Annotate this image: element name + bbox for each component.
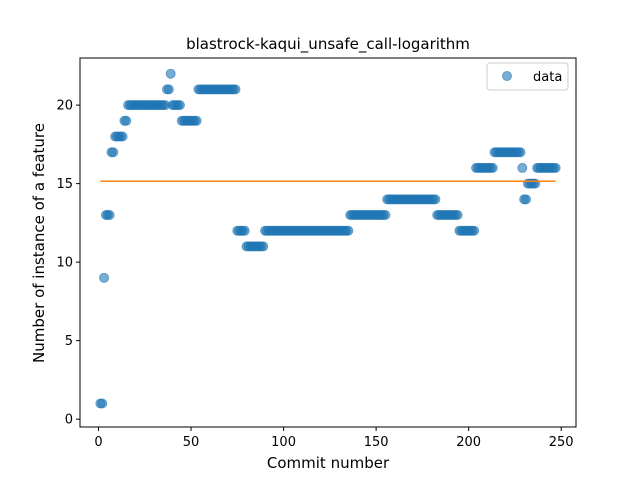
data-point-38 xyxy=(165,68,176,79)
data-point-228 xyxy=(517,162,528,173)
data-point-193 xyxy=(452,210,463,221)
x-tick-label-5: 250 xyxy=(549,435,574,450)
y-tick-label-3: 15 xyxy=(56,177,73,192)
x-axis-label: Commit number xyxy=(267,454,390,472)
data-point-235 xyxy=(530,178,541,189)
legend: data xyxy=(486,62,569,91)
axes: 0 50 100 150 200 250 0 5 10 15 20 xyxy=(56,57,577,450)
legend-box xyxy=(486,62,569,91)
data-point-230 xyxy=(521,194,532,205)
data-point-2 xyxy=(99,272,110,283)
y-tick-label-1: 5 xyxy=(65,334,73,349)
data-point-212 xyxy=(487,162,498,173)
legend-marker xyxy=(502,71,512,81)
x-tick-label-1: 50 xyxy=(183,435,200,450)
data-point-78 xyxy=(239,225,250,236)
y-tick-label-2: 10 xyxy=(56,256,73,271)
x-tick-label-4: 200 xyxy=(456,435,481,450)
data-point-7 xyxy=(108,147,119,158)
data-point-181 xyxy=(430,194,441,205)
data-point-134 xyxy=(343,225,354,236)
y-tick-label-4: 20 xyxy=(56,99,73,114)
data-point-43 xyxy=(174,100,185,111)
x-tick-label-3: 150 xyxy=(364,435,389,450)
data-point-88 xyxy=(258,241,269,252)
plot-area xyxy=(95,68,561,409)
legend-label: data xyxy=(533,70,562,85)
data-point-5 xyxy=(104,210,115,221)
data-point-12 xyxy=(117,131,128,142)
x-tick-label-0: 0 xyxy=(94,435,102,450)
data-point-14 xyxy=(121,115,132,126)
data-point-1 xyxy=(97,398,108,409)
data-point-227 xyxy=(515,147,526,158)
data-point-202 xyxy=(469,225,480,236)
y-axis-label: Number of instance of a feature xyxy=(30,123,48,363)
chart-title: blastrock-kaqui_unsafe_call-logarithm xyxy=(186,35,470,54)
data-point-154 xyxy=(380,210,391,221)
data-point-52 xyxy=(191,115,202,126)
data-point-37 xyxy=(163,84,174,95)
axes-frame xyxy=(79,57,577,428)
x-tick-label-2: 100 xyxy=(271,435,296,450)
y-tick-label-0: 0 xyxy=(65,413,73,428)
data-point-73 xyxy=(230,84,241,95)
data-point-246 xyxy=(550,162,561,173)
